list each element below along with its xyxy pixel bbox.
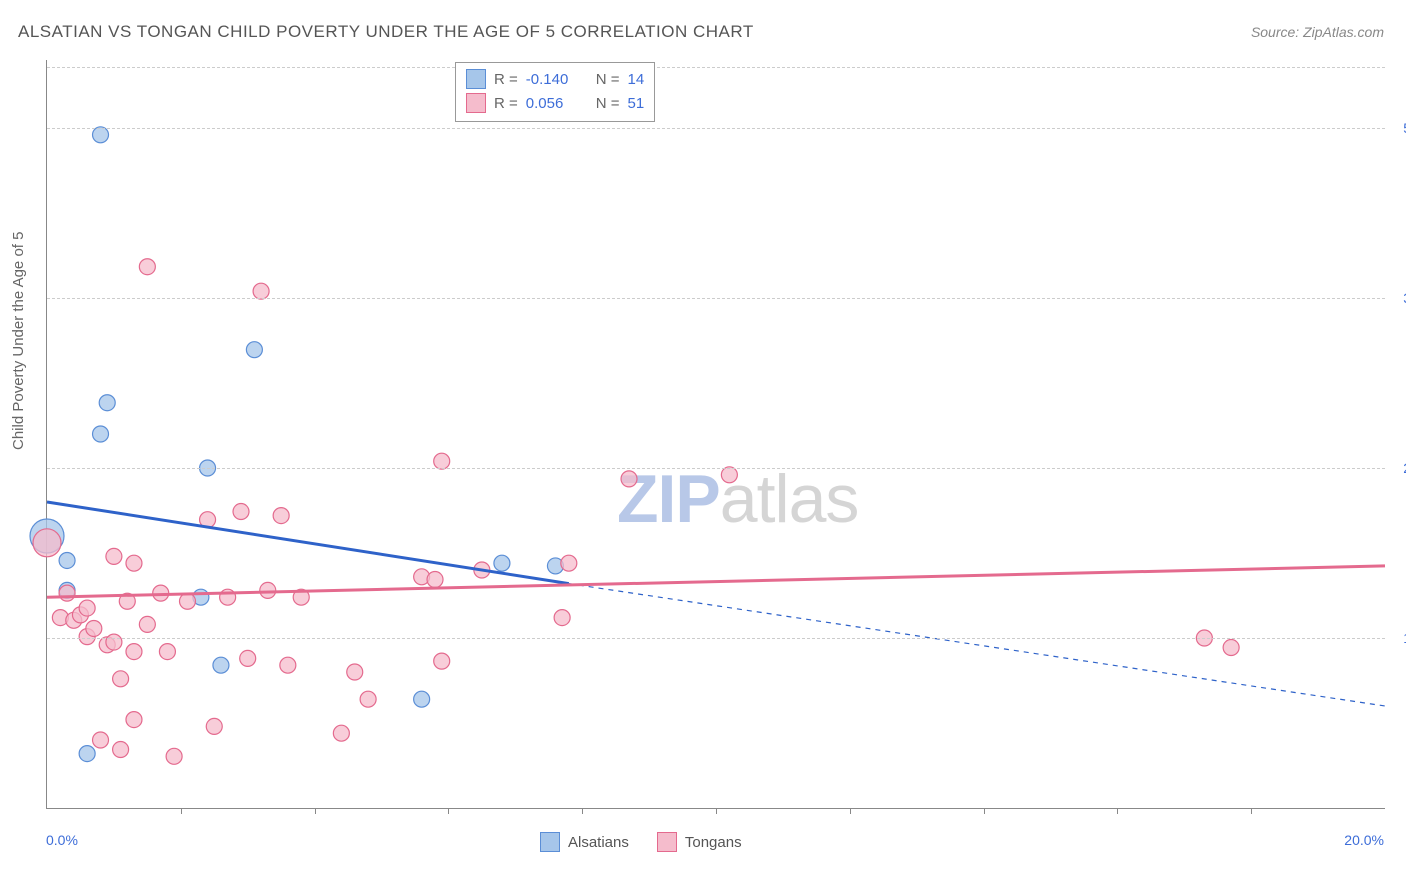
legend-swatch bbox=[466, 69, 486, 89]
data-point bbox=[273, 508, 289, 524]
x-tick bbox=[1251, 808, 1252, 814]
x-axis-max-label: 20.0% bbox=[1344, 832, 1384, 848]
data-point bbox=[253, 283, 269, 299]
data-point bbox=[79, 600, 95, 616]
data-point bbox=[434, 653, 450, 669]
data-point bbox=[1223, 640, 1239, 656]
gridline bbox=[47, 468, 1385, 469]
data-point bbox=[139, 259, 155, 275]
data-point bbox=[260, 582, 276, 598]
gridline bbox=[47, 128, 1385, 129]
x-tick bbox=[984, 808, 985, 814]
data-point bbox=[246, 342, 262, 358]
data-point bbox=[414, 691, 430, 707]
series-legend-label: Alsatians bbox=[568, 834, 629, 851]
data-point bbox=[106, 548, 122, 564]
stat-r-value: 0.056 bbox=[526, 95, 582, 112]
series-legend-item: Alsatians bbox=[540, 832, 629, 852]
stat-r-label: R = bbox=[494, 71, 518, 88]
plot-area: ZIPatlas 12.5%25.0%37.5%50.0% bbox=[46, 60, 1385, 809]
chart-title: ALSATIAN VS TONGAN CHILD POVERTY UNDER T… bbox=[18, 22, 754, 42]
x-tick bbox=[448, 808, 449, 814]
data-point bbox=[113, 742, 129, 758]
data-point bbox=[113, 671, 129, 687]
legend-swatch bbox=[540, 832, 560, 852]
stat-n-value: 51 bbox=[628, 95, 645, 112]
series-legend-label: Tongans bbox=[685, 834, 742, 851]
legend-swatch bbox=[657, 832, 677, 852]
gridline bbox=[47, 67, 1385, 68]
data-point bbox=[93, 426, 109, 442]
data-point bbox=[159, 644, 175, 660]
data-point bbox=[179, 593, 195, 609]
data-point bbox=[554, 610, 570, 626]
stat-n-value: 14 bbox=[628, 71, 645, 88]
data-point bbox=[213, 657, 229, 673]
data-point bbox=[93, 127, 109, 143]
stats-legend-row: R = 0.056 N = 51 bbox=[466, 91, 644, 115]
gridline bbox=[47, 638, 1385, 639]
series-legend-item: Tongans bbox=[657, 832, 742, 852]
stat-r-value: -0.140 bbox=[526, 71, 582, 88]
regression-line-dashed bbox=[569, 584, 1385, 706]
data-point bbox=[427, 572, 443, 588]
data-point bbox=[166, 748, 182, 764]
data-point bbox=[233, 504, 249, 520]
data-point bbox=[59, 552, 75, 568]
stats-legend: R = -0.140 N = 14 R = 0.056 N = 51 bbox=[455, 62, 655, 122]
data-point bbox=[347, 664, 363, 680]
regression-line bbox=[47, 566, 1385, 597]
series-legend: Alsatians Tongans bbox=[540, 832, 742, 852]
plot-svg bbox=[47, 60, 1385, 808]
data-point bbox=[721, 467, 737, 483]
data-point bbox=[139, 616, 155, 632]
stats-legend-row: R = -0.140 N = 14 bbox=[466, 67, 644, 91]
data-point bbox=[240, 650, 256, 666]
data-point bbox=[494, 555, 510, 571]
x-axis-min-label: 0.0% bbox=[46, 832, 78, 848]
data-point bbox=[561, 555, 577, 571]
data-point bbox=[126, 555, 142, 571]
data-point bbox=[333, 725, 349, 741]
x-tick bbox=[1117, 808, 1118, 814]
data-point bbox=[33, 529, 61, 557]
x-tick bbox=[716, 808, 717, 814]
legend-swatch bbox=[466, 93, 486, 113]
data-point bbox=[434, 453, 450, 469]
data-point bbox=[79, 746, 95, 762]
data-point bbox=[360, 691, 376, 707]
data-point bbox=[99, 395, 115, 411]
data-point bbox=[280, 657, 296, 673]
data-point bbox=[206, 718, 222, 734]
x-tick bbox=[582, 808, 583, 814]
data-point bbox=[59, 585, 75, 601]
y-axis-label: Child Poverty Under the Age of 5 bbox=[10, 232, 27, 450]
x-tick bbox=[181, 808, 182, 814]
data-point bbox=[126, 712, 142, 728]
data-point bbox=[86, 620, 102, 636]
stat-n-label: N = bbox=[596, 71, 620, 88]
data-point bbox=[106, 634, 122, 650]
regression-line bbox=[47, 502, 569, 584]
source-credit: Source: ZipAtlas.com bbox=[1251, 24, 1384, 40]
stat-n-label: N = bbox=[596, 95, 620, 112]
stat-r-label: R = bbox=[494, 95, 518, 112]
x-tick bbox=[315, 808, 316, 814]
gridline bbox=[47, 298, 1385, 299]
x-tick bbox=[850, 808, 851, 814]
data-point bbox=[621, 471, 637, 487]
data-point bbox=[93, 732, 109, 748]
data-point bbox=[126, 644, 142, 660]
correlation-chart: ALSATIAN VS TONGAN CHILD POVERTY UNDER T… bbox=[0, 0, 1406, 892]
